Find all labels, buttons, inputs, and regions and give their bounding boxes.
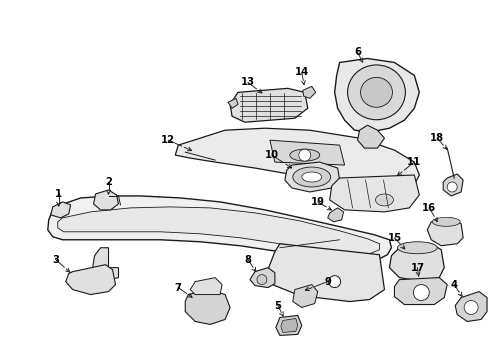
Text: 17: 17 (410, 263, 424, 273)
Text: 5: 5 (274, 301, 281, 311)
Circle shape (464, 301, 478, 315)
Polygon shape (394, 278, 447, 305)
Ellipse shape (293, 167, 331, 187)
Polygon shape (285, 162, 340, 192)
Text: 15: 15 (388, 233, 401, 243)
Polygon shape (250, 268, 275, 288)
Polygon shape (358, 125, 385, 148)
Text: 12: 12 (161, 135, 175, 145)
Text: 14: 14 (294, 67, 309, 77)
Polygon shape (270, 140, 344, 165)
Polygon shape (230, 88, 308, 122)
Circle shape (257, 275, 267, 285)
Polygon shape (94, 190, 119, 210)
Text: 7: 7 (175, 283, 182, 293)
Circle shape (299, 149, 311, 161)
Text: 3: 3 (52, 255, 59, 265)
Text: 19: 19 (311, 197, 325, 207)
Text: 2: 2 (105, 177, 112, 187)
Polygon shape (455, 292, 487, 321)
Polygon shape (268, 244, 385, 302)
Ellipse shape (347, 65, 405, 120)
Polygon shape (51, 202, 71, 218)
Polygon shape (93, 248, 119, 280)
Text: 18: 18 (430, 133, 444, 143)
Text: 4: 4 (451, 280, 458, 289)
Circle shape (447, 182, 457, 192)
Text: 1: 1 (55, 189, 62, 199)
Polygon shape (303, 86, 316, 98)
Ellipse shape (397, 242, 437, 254)
Ellipse shape (432, 217, 460, 226)
Polygon shape (228, 98, 238, 108)
Polygon shape (427, 218, 463, 246)
Polygon shape (293, 285, 318, 307)
Polygon shape (328, 208, 343, 222)
Ellipse shape (302, 172, 322, 182)
Circle shape (414, 285, 429, 301)
Text: 11: 11 (407, 157, 421, 167)
Polygon shape (48, 196, 392, 263)
Ellipse shape (290, 149, 319, 161)
Ellipse shape (361, 77, 392, 107)
Polygon shape (330, 175, 419, 212)
Text: 10: 10 (265, 150, 279, 160)
Polygon shape (58, 207, 379, 254)
Polygon shape (175, 128, 419, 190)
Text: 6: 6 (354, 48, 361, 58)
Text: 9: 9 (324, 276, 331, 287)
Circle shape (329, 276, 341, 288)
Polygon shape (335, 58, 419, 132)
Polygon shape (276, 315, 302, 336)
Polygon shape (190, 278, 222, 294)
Polygon shape (185, 289, 230, 324)
Text: 16: 16 (422, 203, 437, 213)
Polygon shape (66, 265, 116, 294)
Text: 13: 13 (241, 77, 255, 87)
Polygon shape (390, 244, 444, 282)
Polygon shape (281, 319, 298, 332)
Polygon shape (443, 174, 463, 196)
Text: 8: 8 (245, 255, 251, 265)
Ellipse shape (375, 194, 393, 206)
